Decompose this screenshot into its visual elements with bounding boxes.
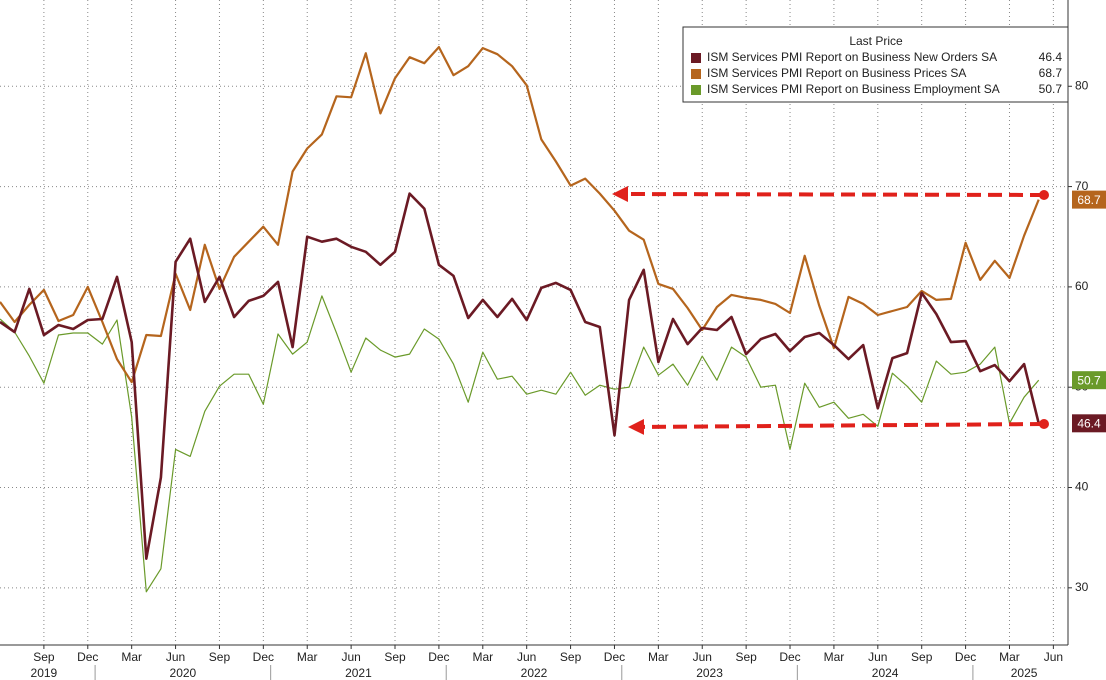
last-value-label: 68.7 xyxy=(1077,193,1101,207)
x-tick-label: Mar xyxy=(648,650,669,664)
last-value-tag xyxy=(1072,414,1106,433)
last-value-tag xyxy=(1072,371,1106,390)
legend-swatch xyxy=(691,85,701,95)
x-tick-label: Dec xyxy=(77,650,98,664)
y-tick-label: 30 xyxy=(1075,580,1089,594)
legend-label: ISM Services PMI Report on Business Empl… xyxy=(707,82,1000,96)
x-tick-label: Mar xyxy=(824,650,845,664)
x-tick-label: Dec xyxy=(428,650,449,664)
x-tick-label: Mar xyxy=(121,650,142,664)
x-year-label: 2024 xyxy=(872,666,899,680)
x-tick-label: Mar xyxy=(999,650,1020,664)
x-tick-label: Jun xyxy=(517,650,536,664)
last-value-label: 46.4 xyxy=(1077,416,1101,430)
x-year-label: 2021 xyxy=(345,666,372,680)
legend-box xyxy=(682,26,1069,103)
series-line xyxy=(0,295,1040,593)
legend-swatch xyxy=(691,53,701,63)
y-tick-label: 80 xyxy=(1075,78,1089,92)
x-tick-label: Dec xyxy=(253,650,274,664)
arrow-dot xyxy=(1039,190,1049,200)
grid xyxy=(0,0,1072,680)
legend-value: 46.4 xyxy=(1039,50,1063,64)
x-tick-label: Sep xyxy=(209,650,231,664)
legend-value: 50.7 xyxy=(1039,82,1063,96)
arrow xyxy=(612,186,1045,203)
lines xyxy=(0,46,1040,593)
legend-swatch xyxy=(691,69,701,79)
last-value-tag xyxy=(1072,190,1106,209)
x-tick-label: Sep xyxy=(735,650,757,664)
y-tick-label: 70 xyxy=(1075,179,1089,193)
x-tick-label: Dec xyxy=(955,650,976,664)
legend-title: Last Price xyxy=(849,34,903,48)
legend: Last Price ISM Services PMI Report on Bu… xyxy=(682,26,1069,103)
y-tick-label: 60 xyxy=(1075,279,1089,293)
x-year-label: 2025 xyxy=(1011,666,1038,680)
annotation-arrows xyxy=(612,186,1049,435)
x-tick-label: Dec xyxy=(604,650,625,664)
arrow xyxy=(628,418,1045,435)
x-tick-label: Jun xyxy=(1044,650,1063,664)
y-tick-label: 40 xyxy=(1075,480,1089,494)
legend-label: ISM Services PMI Report on Business Pric… xyxy=(707,66,966,80)
x-tick-label: Jun xyxy=(341,650,360,664)
x-tick-label: Jun xyxy=(166,650,185,664)
x-tick-label: Mar xyxy=(297,650,318,664)
arrow-dot xyxy=(1039,419,1049,429)
x-tick-label: Sep xyxy=(560,650,582,664)
legend-label: ISM Services PMI Report on Business New … xyxy=(707,50,997,64)
x-year-label: 2019 xyxy=(31,666,58,680)
x-tick-label: Jun xyxy=(693,650,712,664)
x-tick-label: Dec xyxy=(779,650,800,664)
x-tick-label: Jun xyxy=(868,650,887,664)
x-year-label: 2022 xyxy=(521,666,548,680)
x-tick-label: Mar xyxy=(472,650,493,664)
x-year-label: 2023 xyxy=(696,666,723,680)
last-value-label: 50.7 xyxy=(1077,373,1101,387)
x-tick-label: Sep xyxy=(33,650,55,664)
x-tick-label: Sep xyxy=(384,650,406,664)
series-line xyxy=(0,192,1040,560)
x-year-label: 2020 xyxy=(170,666,197,680)
legend-value: 68.7 xyxy=(1039,66,1063,80)
x-tick-label: Sep xyxy=(911,650,933,664)
